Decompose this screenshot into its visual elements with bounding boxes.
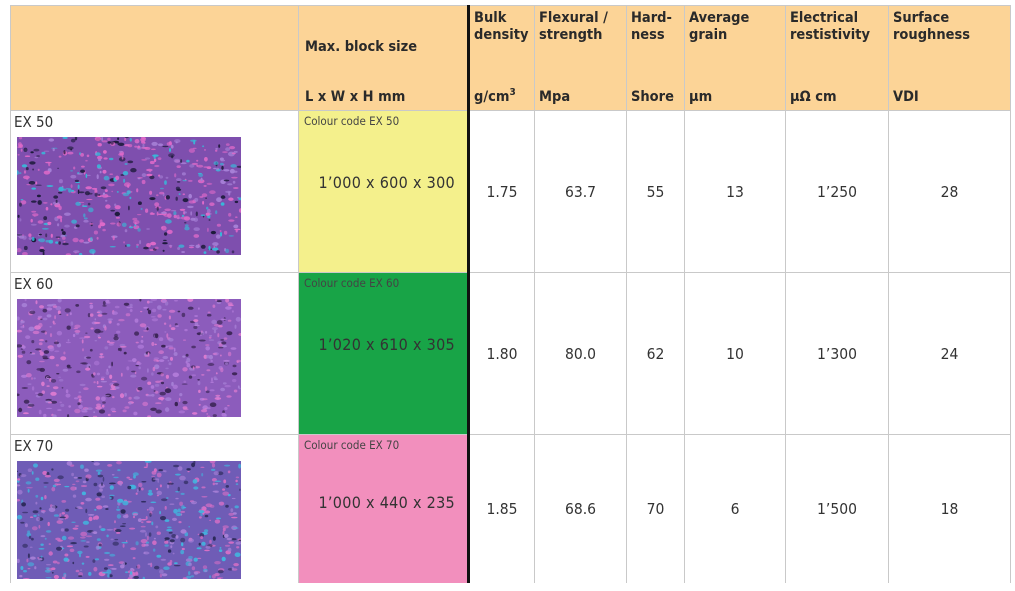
header-average-grain: Average grain µm: [684, 5, 786, 111]
header-elec-unit: µΩ cm: [790, 89, 837, 105]
header-grain-unit: µm: [689, 89, 713, 105]
bulk-density-value: 1.80: [467, 272, 535, 435]
block-size-cell: Colour code EX 50 1’000 x 600 x 300: [298, 110, 469, 273]
flexural-strength-value: 68.6: [534, 434, 627, 583]
table-row: EX 50 Colour code EX 50 1’000 x 600 x 30…: [10, 110, 1011, 273]
header-bulk-label-1: Bulk: [474, 10, 507, 26]
grade-label: EX 60: [14, 275, 54, 293]
header-surf-label-1: Surface: [893, 10, 950, 26]
electrical-resistivity-value: 1’300: [785, 272, 889, 435]
header-surf-unit: VDI: [893, 89, 919, 105]
flexural-strength-value: 63.7: [534, 110, 627, 273]
block-size-value: 1’000 x 440 x 235: [318, 493, 455, 512]
grade-label: EX 70: [14, 437, 54, 455]
header-empty: [10, 5, 299, 111]
electrical-resistivity-value: 1’500: [785, 434, 889, 583]
material-properties-table: Max. block size L x W x H mm Bulk density…: [10, 5, 1011, 583]
surface-roughness-value: 24: [888, 272, 1011, 435]
block-size-value: 1’020 x 610 x 305: [318, 335, 455, 354]
block-size-value: 1’000 x 600 x 300: [318, 173, 455, 192]
hardness-value: 70: [626, 434, 685, 583]
header-row: Max. block size L x W x H mm Bulk density…: [10, 5, 1011, 111]
header-block-size-label: Max. block size: [305, 39, 418, 55]
header-surface-roughness: Surface roughness VDI: [888, 5, 1011, 111]
hardness-value: 62: [626, 272, 685, 435]
colour-code-label: Colour code EX 70: [304, 438, 400, 452]
header-hard-unit: Shore: [631, 89, 674, 105]
block-size-cell: Colour code EX 70 1’000 x 440 x 235: [298, 434, 469, 583]
header-bulk-unit-exponent: 3: [509, 87, 516, 99]
header-grain-label-1: Average: [689, 10, 750, 26]
header-block-size-unit: L x W x H mm: [305, 89, 406, 105]
colour-code-label: Colour code EX 50: [304, 114, 400, 128]
flexural-strength-value: 80.0: [534, 272, 627, 435]
header-bulk-density: Bulk density g/cm3: [467, 5, 535, 111]
average-grain-value: 13: [684, 110, 786, 273]
header-elec-label-2: restistivity: [790, 27, 870, 43]
header-flex-label-1: Flexural /: [539, 10, 608, 26]
hardness-value: 55: [626, 110, 685, 273]
average-grain-value: 10: [684, 272, 786, 435]
header-bulk-label-2: density: [474, 27, 529, 43]
header-flex-label-2: strength: [539, 27, 603, 43]
header-grain-label-2: grain: [689, 27, 728, 43]
header-surf-label-2: roughness: [893, 27, 970, 43]
table-row: EX 60 Colour code EX 60 1’020 x 610 x 30…: [10, 272, 1011, 435]
colour-code-label: Colour code EX 60: [304, 276, 400, 290]
grade-label: EX 50: [14, 113, 54, 131]
grade-cell: EX 70: [10, 434, 299, 583]
header-hard-label-1: Hard-: [631, 10, 672, 26]
header-hardness: Hard-ness Shore: [626, 5, 685, 111]
header-hard-label-2: ness: [631, 27, 665, 43]
electrical-resistivity-value: 1’250: [785, 110, 889, 273]
header-block-size: Max. block size L x W x H mm: [298, 5, 469, 111]
header-flex-unit: Mpa: [539, 89, 571, 105]
header-bulk-unit: g/cm: [474, 89, 510, 105]
header-elec-label-1: Electrical: [790, 10, 859, 26]
surface-roughness-value: 18: [888, 434, 1011, 583]
header-electrical-resistivity: Electrical restistivity µΩ cm: [785, 5, 889, 111]
material-texture-image: [17, 299, 241, 417]
average-grain-value: 6: [684, 434, 786, 583]
grade-cell: EX 50: [10, 110, 299, 273]
material-texture-image: [17, 461, 241, 579]
header-flexural-strength: Flexural / strength Mpa: [534, 5, 627, 111]
block-size-cell: Colour code EX 60 1’020 x 610 x 305: [298, 272, 469, 435]
surface-roughness-value: 28: [888, 110, 1011, 273]
table-row: EX 70 Colour code EX 70 1’000 x 440 x 23…: [10, 434, 1011, 583]
bulk-density-value: 1.75: [467, 110, 535, 273]
material-texture-image: [17, 137, 241, 255]
grade-cell: EX 60: [10, 272, 299, 435]
bulk-density-value: 1.85: [467, 434, 535, 583]
